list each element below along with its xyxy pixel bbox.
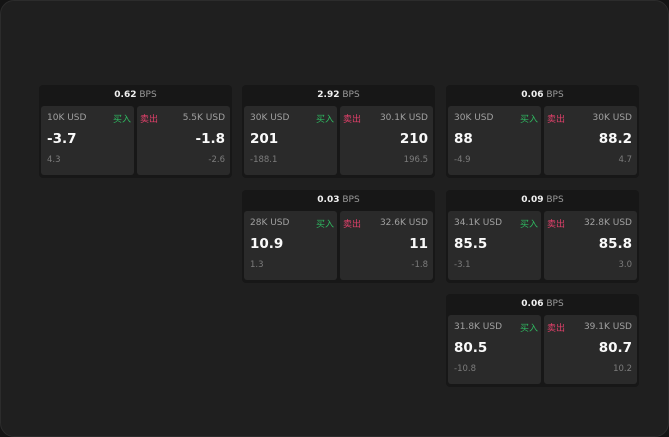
buy-price: 80.5 [454, 340, 488, 356]
sell-amount: 30K USD [592, 113, 632, 123]
buy-change: -4.9 [454, 155, 471, 165]
sell-button[interactable]: 卖出 32.6K USD 11 -1.8 [340, 211, 433, 280]
sell-change: -2.6 [208, 155, 225, 165]
sell-price: 210 [399, 131, 428, 147]
sell-amount: 5.5K USD [182, 113, 225, 123]
sell-price: 88.2 [598, 131, 632, 147]
buy-label: 买入 [519, 115, 538, 125]
spread-value: 0.09 [521, 195, 544, 205]
sell-change: 10.2 [613, 364, 632, 374]
quote-widget: 0.62 BPS 10K USD 买入 -3.7 4.3 卖出 5.5K USD… [39, 85, 232, 178]
buy-amount: 30K USD [454, 113, 494, 123]
sell-label: 卖出 [547, 115, 566, 125]
spread-value: 2.92 [317, 90, 340, 100]
buy-price: 85.5 [454, 236, 488, 252]
quote-widget: 0.06 BPS 30K USD 买入 88 -4.9 卖出 30K USD 8… [446, 85, 639, 178]
buy-change: 4.3 [47, 155, 61, 165]
sell-amount: 30.1K USD [379, 113, 428, 123]
sell-label: 卖出 [343, 220, 362, 230]
buy-label: 买入 [315, 220, 334, 230]
spread-header: 0.09 BPS [446, 190, 639, 211]
buy-price: 10.9 [250, 236, 284, 252]
sell-change: 196.5 [403, 155, 428, 165]
sell-button[interactable]: 卖出 32.8K USD 85.8 3.0 [544, 211, 637, 280]
spread-unit: BPS [139, 90, 157, 100]
spread-value: 0.03 [317, 195, 340, 205]
spread-header: 0.06 BPS [446, 294, 639, 315]
sell-amount: 32.8K USD [583, 218, 632, 228]
buy-price: 88 [454, 131, 473, 147]
sell-change: 4.7 [618, 155, 632, 165]
buy-amount: 28K USD [250, 218, 290, 228]
spread-header: 0.62 BPS [39, 85, 232, 106]
quote-widget: 0.06 BPS 31.8K USD 买入 80.5 -10.8 卖出 39.1… [446, 294, 639, 387]
buy-amount: 31.8K USD [454, 322, 503, 332]
spread-value: 0.06 [521, 90, 544, 100]
sell-label: 卖出 [140, 115, 159, 125]
sell-button[interactable]: 卖出 5.5K USD -1.8 -2.6 [137, 106, 230, 175]
spread-header: 0.03 BPS [242, 190, 435, 211]
quote-widget: 2.92 BPS 30K USD 买入 201 -188.1 卖出 30.1K … [242, 85, 435, 178]
sell-button[interactable]: 卖出 30.1K USD 210 196.5 [340, 106, 433, 175]
spread-unit: BPS [546, 195, 564, 205]
buy-price: -3.7 [47, 131, 77, 147]
sell-amount: 32.6K USD [379, 218, 428, 228]
spread-unit: BPS [342, 195, 360, 205]
spread-unit: BPS [546, 299, 564, 309]
sell-label: 卖出 [547, 220, 566, 230]
buy-label: 买入 [519, 324, 538, 334]
quote-widget: 0.09 BPS 34.1K USD 买入 85.5 -3.1 卖出 32.8K… [446, 190, 639, 283]
buy-amount: 34.1K USD [454, 218, 503, 228]
buy-label: 买入 [112, 115, 131, 125]
spread-unit: BPS [546, 90, 564, 100]
sell-price: -1.8 [195, 131, 225, 147]
buy-button[interactable]: 30K USD 买入 201 -188.1 [244, 106, 337, 175]
buy-button[interactable]: 31.8K USD 买入 80.5 -10.8 [448, 315, 541, 384]
sell-label: 卖出 [343, 115, 362, 125]
buy-button[interactable]: 10K USD 买入 -3.7 4.3 [41, 106, 134, 175]
quote-widget: 0.03 BPS 28K USD 买入 10.9 1.3 卖出 32.6K US… [242, 190, 435, 283]
buy-change: 1.3 [250, 260, 264, 270]
sell-price: 80.7 [598, 340, 632, 356]
buy-amount: 30K USD [250, 113, 290, 123]
buy-change: -3.1 [454, 260, 471, 270]
spread-value: 0.06 [521, 299, 544, 309]
buy-button[interactable]: 30K USD 买入 88 -4.9 [448, 106, 541, 175]
sell-change: -1.8 [411, 260, 428, 270]
buy-amount: 10K USD [47, 113, 87, 123]
buy-change: -10.8 [454, 364, 476, 374]
sell-label: 卖出 [547, 324, 566, 334]
spread-unit: BPS [342, 90, 360, 100]
sell-price: 11 [409, 236, 428, 252]
spread-header: 0.06 BPS [446, 85, 639, 106]
sell-price: 85.8 [598, 236, 632, 252]
sell-amount: 39.1K USD [583, 322, 632, 332]
spread-value: 0.62 [114, 90, 137, 100]
buy-label: 买入 [315, 115, 334, 125]
buy-button[interactable]: 28K USD 买入 10.9 1.3 [244, 211, 337, 280]
buy-button[interactable]: 34.1K USD 买入 85.5 -3.1 [448, 211, 541, 280]
buy-change: -188.1 [250, 155, 278, 165]
spread-header: 2.92 BPS [242, 85, 435, 106]
sell-button[interactable]: 卖出 39.1K USD 80.7 10.2 [544, 315, 637, 384]
buy-price: 201 [250, 131, 279, 147]
sell-button[interactable]: 卖出 30K USD 88.2 4.7 [544, 106, 637, 175]
buy-label: 买入 [519, 220, 538, 230]
sell-change: 3.0 [618, 260, 632, 270]
